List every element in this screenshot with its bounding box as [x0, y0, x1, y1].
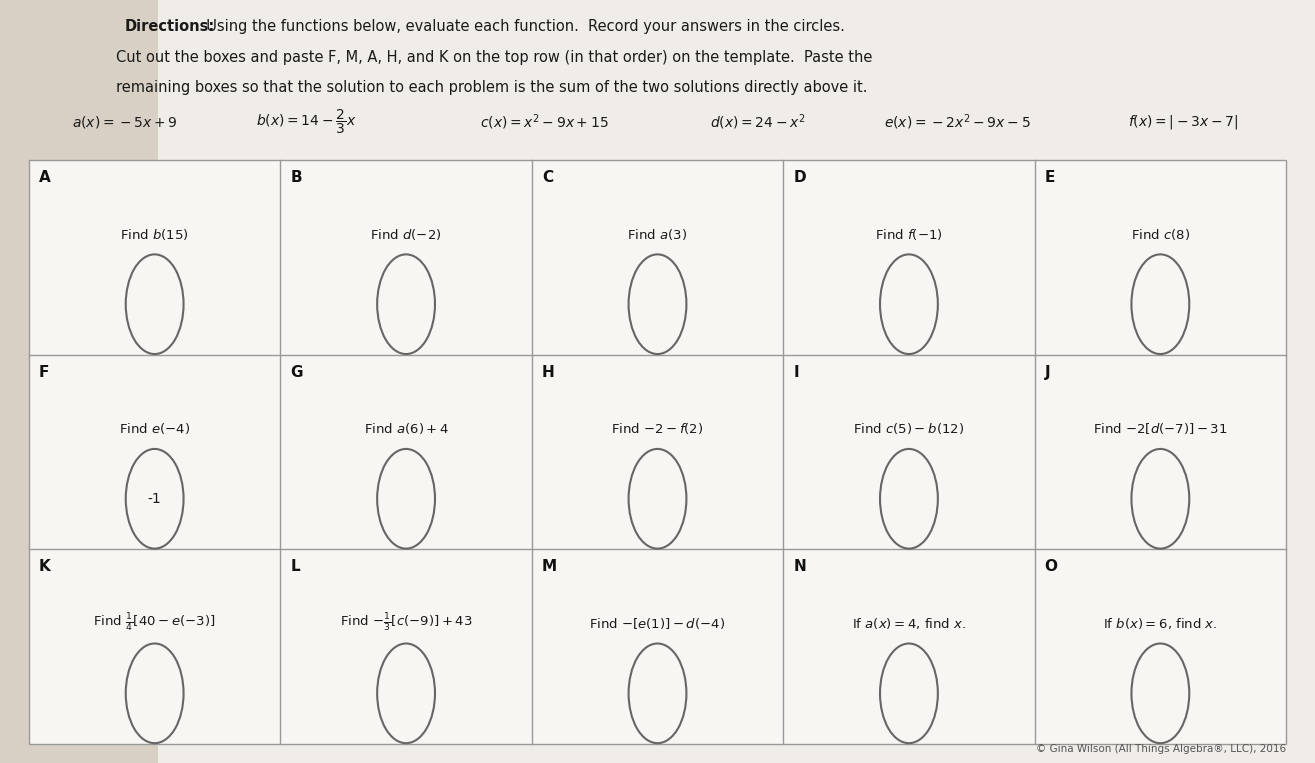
- Text: Cut out the boxes and paste F, M, A, H, and K on the top row (in that order) on : Cut out the boxes and paste F, M, A, H, …: [116, 50, 872, 65]
- Text: $b(x)=14-\dfrac{2}{3}x$: $b(x)=14-\dfrac{2}{3}x$: [256, 108, 356, 137]
- Text: Find $e(-4)$: Find $e(-4)$: [120, 421, 191, 436]
- Text: Find $c(5)-b(12)$: Find $c(5)-b(12)$: [853, 421, 964, 436]
- Bar: [29, 160, 1286, 744]
- Text: J: J: [1044, 365, 1051, 380]
- Text: Find $a(6)+4$: Find $a(6)+4$: [363, 421, 448, 436]
- Text: If $a(x)=4$, find $x$.: If $a(x)=4$, find $x$.: [852, 616, 967, 631]
- Text: $f(x)=|-3x-7|$: $f(x)=|-3x-7|$: [1128, 113, 1239, 131]
- Text: Find $c(8)$: Find $c(8)$: [1131, 227, 1190, 242]
- Text: H: H: [542, 365, 555, 380]
- Text: Find $-[e(1)]-d(-4)$: Find $-[e(1)]-d(-4)$: [589, 616, 726, 631]
- Text: $d(x)=24-x^2$: $d(x)=24-x^2$: [710, 112, 806, 132]
- Bar: [0, 0, 158, 763]
- Text: E: E: [1044, 170, 1055, 185]
- Text: O: O: [1044, 559, 1057, 575]
- Text: © Gina Wilson (All Things Algebra®, LLC), 2016: © Gina Wilson (All Things Algebra®, LLC)…: [1036, 744, 1286, 754]
- Text: Find $\frac{1}{4}[40-e(-3)]$: Find $\frac{1}{4}[40-e(-3)]$: [93, 612, 216, 634]
- Bar: [158, 0, 1315, 763]
- Text: C: C: [542, 170, 552, 185]
- Text: If $b(x)=6$, find $x$.: If $b(x)=6$, find $x$.: [1103, 616, 1218, 631]
- Text: D: D: [793, 170, 806, 185]
- Text: Find $-\frac{1}{3}[c(-9)]+43$: Find $-\frac{1}{3}[c(-9)]+43$: [339, 612, 472, 634]
- Bar: [29, 160, 1286, 744]
- Text: L: L: [291, 559, 300, 575]
- Text: Find $b(15)$: Find $b(15)$: [120, 227, 189, 242]
- Text: I: I: [793, 365, 798, 380]
- Text: Find $d(-2)$: Find $d(-2)$: [371, 227, 442, 242]
- Text: F: F: [39, 365, 49, 380]
- Text: remaining boxes so that the solution to each problem is the sum of the two solut: remaining boxes so that the solution to …: [116, 80, 867, 95]
- Text: $e(x)=-2x^2-9x-5$: $e(x)=-2x^2-9x-5$: [884, 112, 1030, 132]
- Text: Find $-2-f(2)$: Find $-2-f(2)$: [611, 421, 704, 436]
- Text: B: B: [291, 170, 302, 185]
- Text: $c(x)=x^2-9x+15$: $c(x)=x^2-9x+15$: [480, 112, 609, 132]
- Text: K: K: [39, 559, 51, 575]
- Text: M: M: [542, 559, 558, 575]
- Text: Using the functions below, evaluate each function.  Record your answers in the c: Using the functions below, evaluate each…: [197, 19, 844, 34]
- Text: G: G: [291, 365, 302, 380]
- Text: Find $f(-1)$: Find $f(-1)$: [874, 227, 943, 242]
- Text: Directions:: Directions:: [125, 19, 216, 34]
- Text: A: A: [39, 170, 51, 185]
- Text: N: N: [793, 559, 806, 575]
- Text: Find $a(3)$: Find $a(3)$: [627, 227, 688, 242]
- Text: $a(x)=-5x+9$: $a(x)=-5x+9$: [72, 114, 178, 130]
- Text: Find $-2[d(-7)]-31$: Find $-2[d(-7)]-31$: [1093, 421, 1228, 436]
- Text: -1: -1: [147, 492, 162, 506]
